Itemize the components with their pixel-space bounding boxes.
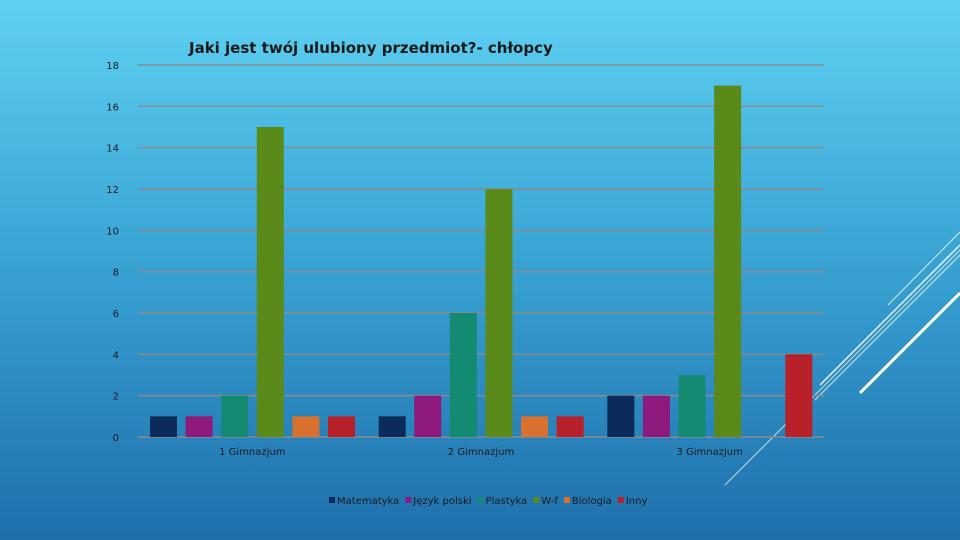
category-labels: 1 Gimnazjum 2 Gimnazjum 3 Gimnazjum — [219, 447, 743, 458]
bar — [785, 354, 813, 437]
legend-swatch — [617, 497, 624, 503]
bar — [221, 395, 249, 437]
bar — [378, 416, 406, 437]
bar — [414, 395, 442, 437]
legend-label: Plastyka — [486, 496, 528, 507]
bar — [328, 416, 355, 437]
legend-swatch — [405, 497, 412, 503]
gridlines — [138, 64, 824, 438]
bars — [150, 85, 813, 438]
category-label: 1 Gimnazjum — [219, 447, 285, 458]
legend-swatch — [477, 497, 484, 503]
bar — [150, 416, 177, 437]
bar — [607, 395, 635, 437]
bar — [556, 416, 584, 437]
bar — [449, 313, 477, 437]
legend-swatch — [563, 497, 570, 503]
chart-title: Jaki jest twój ulubiony przedmiot?- chło… — [188, 39, 553, 57]
bar — [714, 85, 742, 438]
bar — [642, 395, 670, 437]
y-tick-label: 18 — [106, 61, 119, 72]
bar — [485, 189, 513, 437]
y-tick-label: 14 — [106, 144, 119, 155]
category-label: 2 Gimnazjum — [448, 447, 514, 458]
y-tick-labels: 0 2 4 6 8 10 12 14 16 18 — [106, 61, 119, 444]
legend-label: Matematyka — [337, 496, 399, 507]
y-tick-label: 16 — [106, 102, 119, 113]
y-tick-label: 12 — [106, 185, 119, 196]
y-tick-label: 4 — [113, 350, 119, 361]
legend-label: Język polski — [412, 496, 471, 507]
y-tick-label: 8 — [113, 268, 119, 279]
bar — [521, 416, 549, 437]
legend-label: W-f — [541, 496, 558, 507]
y-tick-label: 6 — [113, 309, 119, 320]
category-label: 3 Gimnazjum — [676, 447, 742, 458]
legend: Matematyka Język polski Plastyka W-f Biologi… — [329, 496, 647, 507]
bar — [256, 127, 284, 437]
y-tick-label: 0 — [113, 433, 119, 444]
legend-swatch — [329, 497, 335, 503]
y-tick-label: 2 — [113, 392, 119, 403]
legend-label: Inny — [626, 496, 648, 507]
bar — [678, 375, 706, 437]
legend-label: Biologia — [572, 496, 612, 507]
bar — [292, 416, 320, 437]
decorative-lines — [724, 231, 960, 486]
legend-swatch — [533, 497, 540, 503]
bar — [185, 416, 213, 437]
y-tick-label: 10 — [106, 226, 119, 237]
